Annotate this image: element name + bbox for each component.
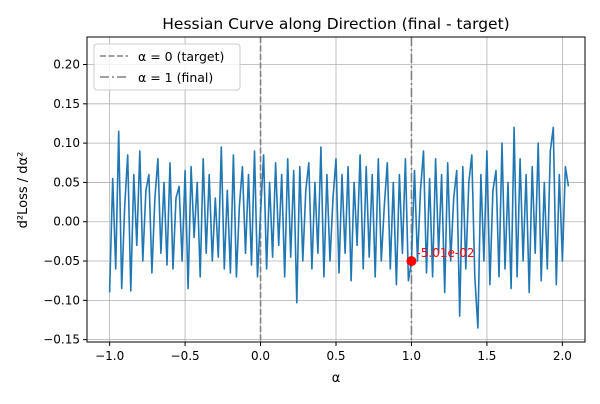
- y-tick-label: −0.10: [43, 293, 80, 307]
- x-tick-label: 0.0: [251, 349, 270, 363]
- y-axis-label: d²Loss / dα²: [16, 152, 31, 229]
- legend: α = 0 (target) α = 1 (final): [93, 43, 241, 91]
- x-tick-label: 1.0: [402, 349, 421, 363]
- y-tick-label: 0.00: [53, 215, 80, 229]
- x-axis-label: α: [332, 371, 341, 386]
- legend-label-final: α = 1 (final): [138, 70, 213, 85]
- x-axis-ticks: −1.0 −0.5 0.0 0.5 1.0 1.5 2.0: [95, 342, 572, 363]
- x-tick-label: 0.5: [326, 349, 345, 363]
- x-tick-label: 2.0: [553, 349, 572, 363]
- x-tick-label: −1.0: [95, 349, 124, 363]
- y-tick-label: 0.10: [53, 136, 80, 150]
- x-tick-label: −0.5: [171, 349, 200, 363]
- y-tick-label: −0.15: [43, 333, 80, 347]
- chart-title: Hessian Curve along Direction (final - t…: [162, 15, 509, 33]
- legend-box: [93, 43, 241, 91]
- y-tick-label: 0.15: [53, 97, 80, 111]
- x-tick-label: 1.5: [477, 349, 496, 363]
- plot-lines: [108, 37, 570, 342]
- hessian-series-line: [108, 126, 570, 329]
- final-point-marker: [406, 256, 417, 267]
- y-tick-label: 0.05: [53, 175, 80, 189]
- marker-annotation: -5.01e-02: [416, 246, 474, 260]
- legend-label-target: α = 0 (target): [138, 49, 224, 64]
- y-tick-label: 0.20: [53, 58, 80, 72]
- y-axis-ticks: −0.15 −0.10 −0.05 0.00 0.05 0.10 0.15 0.20: [43, 58, 87, 347]
- y-tick-label: −0.05: [43, 254, 80, 268]
